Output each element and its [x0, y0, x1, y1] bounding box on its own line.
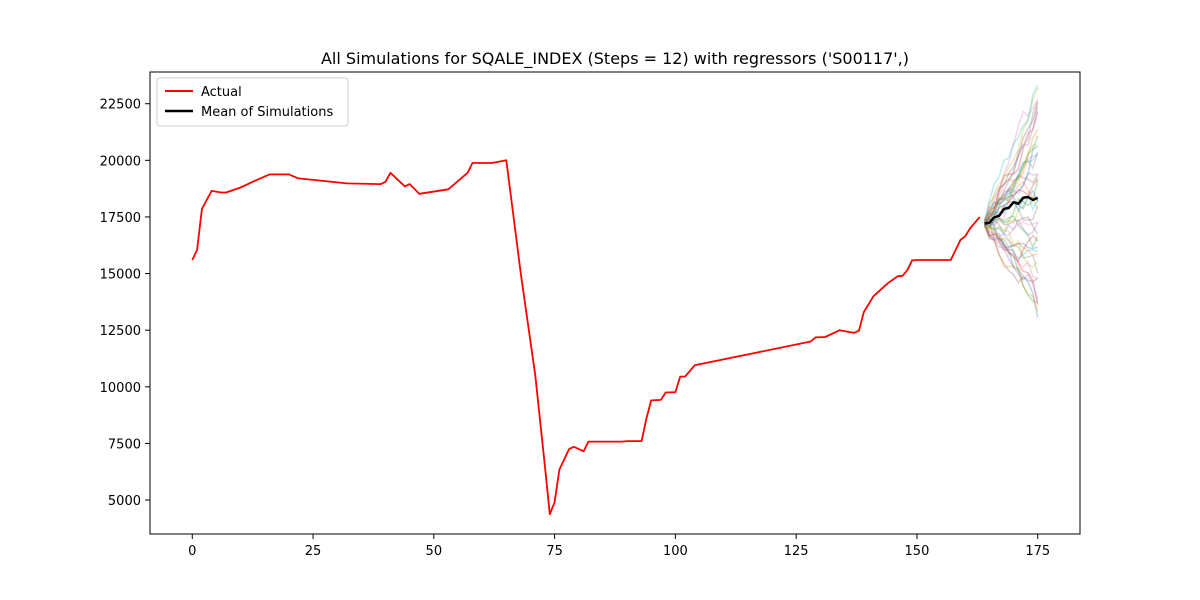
x-tick-label: 100: [663, 544, 688, 559]
simulation-line: [983, 102, 1039, 222]
y-tick-label: 7500: [108, 437, 141, 452]
simulation-line: [983, 224, 1039, 263]
simulation-line: [983, 177, 1039, 225]
simulation-line: [983, 188, 1039, 227]
simulation-line: [983, 221, 1039, 257]
simulation-line: [984, 217, 1039, 237]
simulation-line: [984, 152, 1039, 226]
simulation-line: [984, 87, 1039, 221]
simulation-line: [983, 98, 1039, 220]
simulation-line: [984, 154, 1038, 222]
simulation-line: [983, 225, 1038, 304]
x-axis: 0 25 50 75 100 125 150 175: [188, 534, 1050, 559]
simulation-line: [983, 225, 1039, 284]
y-tick-label: 17500: [100, 211, 141, 226]
y-tick-label: 5000: [108, 494, 141, 509]
simulation-line: [984, 220, 1038, 260]
series-line-mean: [984, 195, 1039, 225]
simulation-line: [984, 221, 1039, 280]
simulation-line: [983, 85, 1039, 223]
x-tick-label: 0: [188, 544, 196, 559]
simulation-line: [983, 129, 1039, 225]
y-axis: 5000 7500 10000 12500 15000 17500 20000 22500: [100, 98, 150, 509]
x-tick-label: 150: [905, 544, 930, 559]
legend-label-mean: Mean of Simulations: [201, 105, 333, 120]
simulation-line: [983, 220, 1039, 312]
x-tick-label: 50: [426, 544, 443, 559]
x-tick-label: 175: [1025, 544, 1050, 559]
y-tick-label: 20000: [100, 154, 141, 169]
simulation-line: [983, 222, 1039, 318]
simulation-line: [983, 145, 1039, 224]
simulation-line: [984, 111, 1039, 221]
y-tick-label: 15000: [100, 268, 141, 283]
simulation-line: [984, 171, 1038, 225]
chart-title: All Simulations for SQALE_INDEX (Steps =…: [321, 49, 909, 69]
simulation-line: [984, 216, 1039, 235]
simulation-line: [983, 135, 1039, 227]
simulation-line: [983, 174, 1039, 220]
x-tick-label: 25: [305, 544, 322, 559]
simulation-line: [984, 217, 1038, 250]
simulation-line: [983, 219, 1039, 305]
legend-label-actual: Actual: [201, 85, 242, 100]
x-tick-label: 75: [546, 544, 563, 559]
simulation-line: [983, 180, 1038, 226]
simulation-line: [983, 220, 1039, 239]
simulation-line: [984, 179, 1039, 227]
legend: Actual Mean of Simulations: [156, 77, 349, 127]
plot-frame: [149, 71, 1081, 535]
simulation-line: [984, 219, 1039, 274]
y-tick-label: 10000: [100, 381, 141, 396]
y-tick-label: 22500: [100, 98, 141, 113]
simulation-line: [983, 101, 1039, 226]
simulation-line: [983, 152, 1039, 220]
x-tick-label: 125: [784, 544, 809, 559]
series-line-actual: [191, 159, 981, 515]
legend-box: [156, 77, 349, 127]
simulation-line: [984, 215, 1039, 250]
y-tick-label: 12500: [100, 324, 141, 339]
plot-area: [191, 85, 1039, 515]
simulation-line: [983, 222, 1039, 301]
simulation-line: [984, 143, 1038, 228]
simulation-line: [984, 225, 1039, 269]
